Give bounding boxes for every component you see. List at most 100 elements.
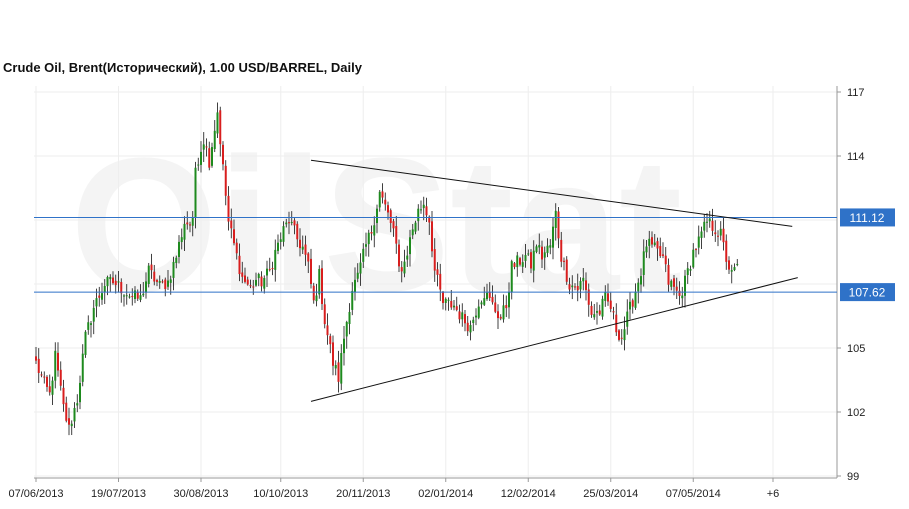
candle-body — [444, 298, 447, 303]
x-tick-label: 20/11/2013 — [336, 488, 390, 500]
candle-body — [150, 264, 153, 271]
candle-body — [560, 239, 563, 262]
candle-body — [414, 222, 417, 232]
candle-body — [596, 311, 598, 313]
candle-body — [447, 299, 450, 301]
trendline — [310, 159, 793, 227]
candle-body — [502, 305, 505, 320]
candle-body — [120, 281, 123, 294]
candle-body — [175, 257, 178, 264]
candle-body — [620, 337, 623, 339]
candle-body — [392, 221, 395, 229]
candle-body — [664, 255, 667, 265]
candle-body — [532, 250, 535, 271]
candle-body — [464, 314, 466, 324]
candle-body — [172, 261, 175, 278]
candle-body — [491, 296, 494, 303]
candle-body — [301, 246, 304, 250]
candle-body — [609, 300, 612, 309]
candle-body — [257, 274, 260, 279]
candle-body — [224, 165, 227, 196]
candle-body — [543, 252, 546, 258]
candle-body — [268, 269, 271, 271]
candle-body — [79, 382, 81, 403]
candle-body — [299, 239, 301, 249]
candle-body — [139, 295, 142, 300]
candle-body — [475, 315, 477, 318]
candle-body — [436, 269, 439, 275]
candle-body — [678, 290, 681, 296]
candle-body — [334, 365, 337, 369]
candle-body — [205, 146, 208, 148]
candle-body — [106, 277, 109, 287]
candle-body — [373, 225, 376, 236]
candle-body — [439, 273, 442, 290]
candle-body — [689, 269, 692, 271]
candle-body — [98, 295, 101, 298]
candle-body — [263, 278, 266, 289]
candle-body — [246, 279, 249, 285]
candle-body — [505, 305, 508, 309]
candle-body — [378, 191, 381, 208]
candle-body — [40, 374, 43, 376]
candle-body — [640, 276, 642, 285]
candle-body — [593, 314, 596, 318]
candle-body — [180, 237, 183, 243]
candle-body — [428, 216, 431, 223]
candle-body — [642, 251, 645, 275]
candle-body — [510, 261, 513, 293]
candle-body — [406, 255, 409, 260]
candle-body — [164, 279, 167, 290]
candle-body — [92, 307, 95, 322]
candle-body — [486, 292, 488, 300]
level-label-box — [840, 283, 895, 302]
candle-body — [332, 342, 334, 366]
candle-body — [277, 242, 279, 251]
candle-body — [131, 296, 134, 298]
candle-body — [389, 210, 392, 224]
candle-body — [340, 353, 343, 384]
candle-body — [84, 331, 87, 355]
candle-body — [579, 281, 582, 290]
candle-body — [255, 279, 257, 286]
candle-body — [114, 280, 117, 286]
candle-body — [161, 281, 164, 283]
candle-body — [211, 147, 213, 166]
candle-body — [656, 241, 659, 249]
level-label: 107.62 — [849, 286, 886, 300]
candle-body — [345, 322, 348, 337]
candle-body — [585, 280, 587, 290]
candle-body — [497, 311, 499, 319]
candle-body — [370, 232, 373, 234]
candle-body — [310, 258, 312, 284]
candle-body — [422, 204, 425, 209]
candle-body — [260, 276, 263, 287]
candle-body — [717, 235, 719, 237]
x-tick-label: 07/05/2014 — [666, 488, 721, 500]
candle-body — [183, 223, 186, 240]
candle-body — [202, 144, 205, 150]
candle-body — [153, 271, 156, 282]
candle-body — [81, 353, 84, 382]
candle-body — [686, 268, 689, 276]
candle-body — [582, 277, 585, 282]
candle-body — [348, 311, 351, 325]
candle-body — [697, 236, 700, 248]
candle-body — [714, 232, 717, 235]
candle-body — [279, 239, 282, 242]
candle-body — [524, 255, 527, 261]
candle-body — [513, 263, 516, 267]
candle-body — [574, 286, 576, 288]
candle-body — [601, 298, 604, 317]
candle-body — [395, 226, 398, 244]
candle-body — [662, 254, 664, 256]
candle-body — [670, 280, 673, 287]
y-tick-label: 99 — [847, 471, 859, 483]
candle-body — [535, 246, 538, 252]
candle-body — [684, 275, 686, 296]
candle-body — [200, 151, 202, 165]
candle-body — [337, 362, 340, 382]
chart-title: Crude Oil, Brent(Исторический), 1.00 USD… — [3, 60, 362, 75]
candle-body — [565, 259, 568, 282]
candle-body — [477, 306, 480, 318]
